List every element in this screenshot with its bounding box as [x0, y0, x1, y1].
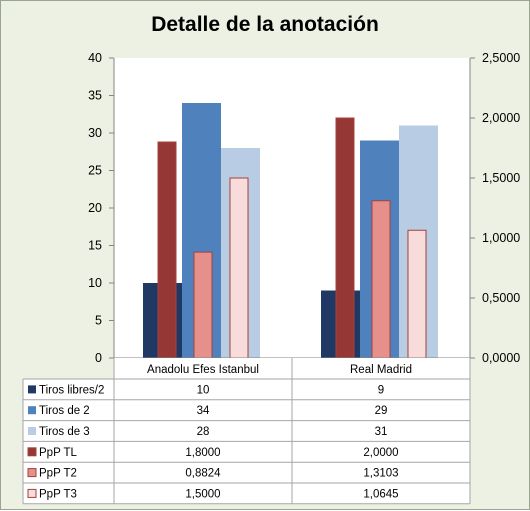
bar-ppp-t2: [371, 200, 391, 359]
left-axis-tick-label: 15: [88, 239, 102, 253]
table-value-ppp-t2: 1,3103: [363, 468, 398, 480]
table-value-tiros-libres-2: 9: [378, 384, 384, 396]
table-value-ppp-t2: 0,8824: [185, 468, 221, 480]
table-value-ppp-tl: 1,8000: [185, 447, 220, 459]
left-axis-tick-label: 35: [88, 89, 102, 103]
table-value-ppp-tl: 2,0000: [363, 447, 398, 459]
legend-label-ppp-t2: PpP T2: [39, 468, 77, 480]
table-value-ppp-t3: 1,5000: [185, 488, 220, 500]
table-value-tiros-de-2: 29: [375, 405, 388, 417]
table-category-label: Real Madrid: [350, 364, 412, 376]
legend-swatch-ppp-t3: [27, 488, 37, 498]
right-axis-tick-label: 1,0000: [482, 231, 520, 245]
table-value-tiros-de-3: 28: [197, 426, 210, 438]
right-axis-tick-label: 2,0000: [482, 111, 520, 125]
legend-label-tiros-de-2: Tiros de 2: [39, 405, 90, 417]
left-axis-tick-label: 0: [95, 351, 102, 365]
table-value-ppp-t3: 1,0645: [363, 488, 398, 500]
right-axis-tick-label: 2,5000: [482, 51, 520, 65]
right-axis-tick-label: 0,0000: [482, 351, 520, 365]
table-category-label: Anadolu Efes Istanbul: [147, 364, 259, 376]
legend-swatch-tiros-de-2: [28, 406, 36, 415]
left-axis-tick-label: 40: [88, 51, 102, 65]
legend-swatch-ppp-tl: [27, 447, 37, 457]
table-value-tiros-libres-2: 10: [197, 384, 210, 396]
legend-label-ppp-t3: PpP T3: [39, 488, 77, 500]
bar-ppp-tl: [335, 117, 355, 359]
legend-label-tiros-libres-2: Tiros libres/2: [39, 384, 104, 396]
table-value-tiros-de-3: 31: [375, 426, 388, 438]
left-axis-tick-label: 10: [88, 276, 102, 290]
legend-label-ppp-tl: PpP TL: [39, 447, 78, 459]
legend-swatch-ppp-t2: [27, 468, 37, 478]
legend-swatch-tiros-de-3: [28, 427, 36, 435]
bar-ppp-t3: [407, 229, 427, 359]
bar-ppp-t2: [193, 251, 213, 359]
left-axis-tick-label: 5: [95, 314, 102, 328]
left-axis-tick-label: 25: [88, 164, 102, 178]
legend-label-tiros-de-3: Tiros de 3: [39, 426, 90, 438]
right-axis-tick-label: 0,5000: [482, 291, 520, 305]
right-axis-tick-label: 1,5000: [482, 171, 520, 185]
legend-swatch-tiros-libres-2: [28, 385, 36, 394]
table-value-tiros-de-2: 34: [197, 405, 210, 417]
bar-ppp-tl: [157, 141, 177, 359]
left-axis-tick-label: 20: [88, 201, 102, 215]
left-axis-tick-label: 30: [88, 126, 102, 140]
chart-title: Detalle de la anotación: [151, 13, 379, 36]
bar-ppp-t3: [229, 177, 249, 359]
